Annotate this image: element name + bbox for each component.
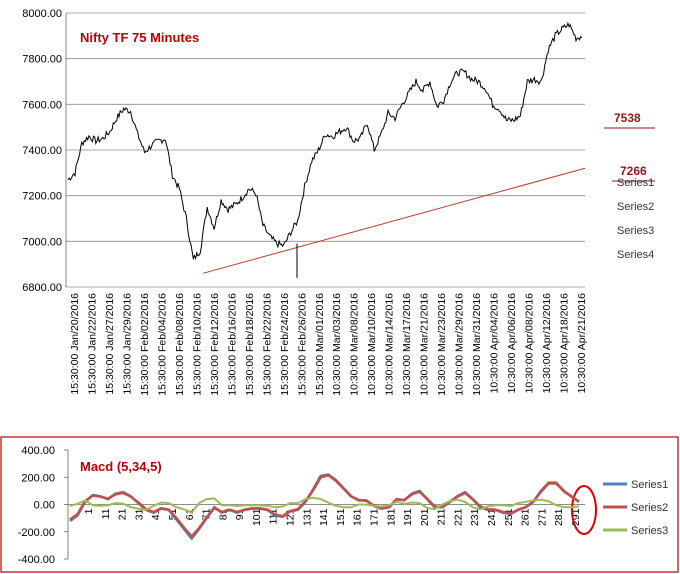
price-x-tick-label: 10:30:00 Mar/14/2016 (384, 293, 396, 396)
macd-x-tick-label: 101 (251, 508, 263, 526)
macd-x-tick-label: 161 (352, 508, 364, 526)
price-x-tick-label: 15:30:00 Feb/04/2016 (156, 293, 168, 396)
price-x-tick-label: 15:30:00 Mar/01/2016 (314, 293, 326, 396)
macd-legend-entry: Series1 (631, 479, 668, 491)
price-level-label: 7266 (620, 164, 647, 178)
price-x-tick-label: 15:30:00 Jan/22/2016 (86, 293, 98, 395)
macd-x-tick-label: 41 (150, 508, 162, 520)
macd-y-tick-label: 0.00 (34, 500, 55, 512)
price-x-tick-label: 15:30:00 Feb/26/2016 (296, 293, 308, 396)
macd-x-tick-label: 181 (385, 508, 397, 526)
macd-series-line-3 (69, 496, 580, 514)
price-legend-entry: Series3 (617, 225, 654, 237)
macd-series-line-1 (69, 473, 580, 540)
macd-y-tick-label: -400.00 (18, 554, 55, 566)
price-legend-entry: Series2 (617, 201, 654, 213)
macd-highlight-circle (571, 485, 597, 535)
price-y-tick-label: 8000.00 (22, 8, 62, 20)
price-x-tick-label: 15:30:00 Feb/10/2016 (191, 293, 203, 396)
macd-x-tick-label: 21 (117, 508, 129, 520)
price-x-tick-label: 15:30:00 Feb/12/2016 (209, 293, 221, 396)
price-series-line (67, 21, 583, 261)
price-level-label: 7538 (614, 111, 641, 125)
macd-x-tick-label: 91 (234, 508, 246, 520)
price-legend-entry: Series4 (617, 249, 654, 261)
price-x-tick-label: 15:30:00 Feb/22/2016 (261, 293, 273, 396)
price-y-axis: 8000.00 7800.00 7600.00 7400.00 7200.00 7000.… (22, 8, 62, 294)
price-y-tick-label: 6800.00 (22, 282, 62, 294)
price-x-tick-label: 10:30:00 Mar/31/2016 (471, 293, 483, 396)
macd-chart: Macd (5,34,5) 400.00 200.00 0.00 -200.00 -40… (0, 436, 679, 573)
macd-y-tick-label: 400.00 (21, 445, 55, 457)
macd-x-tick-label: 11 (100, 508, 112, 519)
price-x-tick-label: 10:30:00 Mar/23/2016 (436, 293, 448, 396)
macd-legend: Series1 Series2 Series3 (603, 479, 668, 537)
macd-legend-entry: Series2 (631, 502, 668, 514)
price-x-tick-label: 10:30:00 Apr/21/2016 (576, 293, 588, 394)
price-x-tick-label: 10:30:00 Mar/29/2016 (454, 293, 466, 396)
price-x-tick-label: 10:30:00 Apr/06/2016 (506, 293, 518, 394)
price-x-tick-label: 10:30:00 Apr/04/2016 (489, 293, 501, 394)
macd-x-tick-label: 211 (436, 508, 448, 525)
price-x-tick-label: 10:30:00 Apr/08/2016 (524, 293, 536, 394)
macd-legend-entry: Series3 (631, 525, 668, 537)
macd-x-tick-label: 31 (133, 508, 145, 520)
price-x-tick-label: 15:30:00 Feb/18/2016 (244, 293, 256, 396)
price-x-tick-label: 15:30:00 Jan/20/2016 (69, 293, 81, 395)
macd-x-tick-label: 261 (520, 508, 532, 526)
macd-series-line-2 (69, 473, 580, 538)
price-x-tick-label: 15:30:00 Feb/08/2016 (174, 293, 186, 396)
price-x-tick-label: 10:30:00 Mar/17/2016 (401, 293, 413, 396)
price-trendline (202, 167, 586, 274)
price-legend-entry: Series1 (617, 177, 654, 189)
price-x-tick-label: 10:30:00 Mar/08/2016 (349, 293, 361, 396)
price-y-tick-label: 7000.00 (22, 236, 62, 248)
price-legend: Series1 Series2 Series3 Series4 (617, 177, 654, 261)
price-x-tick-label: 15:30:00 Feb/16/2016 (226, 293, 238, 396)
macd-x-tick-label: 141 (318, 508, 330, 526)
price-y-tick-label: 7400.00 (22, 145, 62, 157)
price-chart: Nifty TF 75 Minutes 8000.00 7800.00 7600.0… (22, 8, 655, 396)
price-x-tick-label: 15:30:00 Feb/24/2016 (279, 293, 291, 396)
price-gridlines (65, 12, 585, 288)
macd-x-tick-label: 201 (419, 508, 431, 526)
price-x-axis: 15:30:00 Jan/20/2016 15:30:00 Jan/22/2016… (69, 293, 588, 396)
price-y-tick-label: 7800.00 (22, 54, 62, 66)
macd-x-axis: 1 11 21 31 41 51 61 71 81 91 101 111 121 131 141 151 161… (83, 508, 582, 526)
macd-x-tick-label: 241 (486, 508, 498, 526)
price-y-tick-label: 7600.00 (22, 99, 62, 111)
macd-x-tick-label: 1 (83, 508, 95, 514)
macd-x-tick-label: 271 (536, 508, 548, 526)
macd-chart-title: Macd (5,34,5) (80, 459, 162, 474)
macd-y-tick-label: -200.00 (18, 527, 55, 539)
macd-x-tick-label: 191 (402, 508, 414, 526)
price-x-tick-label: 10:30:00 Apr/18/2016 (559, 293, 571, 394)
macd-x-tick-label: 231 (469, 508, 481, 526)
macd-x-tick-label: 61 (184, 508, 196, 520)
macd-x-tick-label: 221 (452, 508, 464, 526)
price-x-tick-label: 10:30:00 Mar/03/2016 (331, 293, 343, 396)
price-x-tick-label: 10:30:00 Mar/21/2016 (419, 293, 431, 396)
macd-y-tick-label: 200.00 (21, 472, 55, 484)
macd-panel-border (0, 436, 679, 573)
price-x-tick-label: 15:30:00 Jan/29/2016 (121, 293, 133, 395)
macd-x-tick-label: 131 (301, 508, 313, 526)
price-levels: 7538 7266 (604, 111, 655, 182)
price-y-tick-label: 7200.00 (22, 191, 62, 203)
price-x-tick-label: 10:30:00 Apr/12/2016 (541, 293, 553, 394)
price-chart-title: Nifty TF 75 Minutes (80, 30, 199, 45)
macd-x-tick-label: 281 (553, 508, 565, 526)
price-x-tick-label: 15:30:00 Feb/02/2016 (139, 293, 151, 396)
macd-x-tick-label: 151 (335, 508, 347, 526)
macd-x-tick-label: 81 (217, 508, 229, 520)
price-x-tick-label: 10:30:00 Mar/10/2016 (366, 293, 378, 396)
price-x-tick-label: 15:30:00 Jan/27/2016 (104, 293, 116, 395)
macd-x-tick-label: 71 (201, 508, 213, 520)
macd-x-tick-label: 171 (368, 508, 380, 526)
